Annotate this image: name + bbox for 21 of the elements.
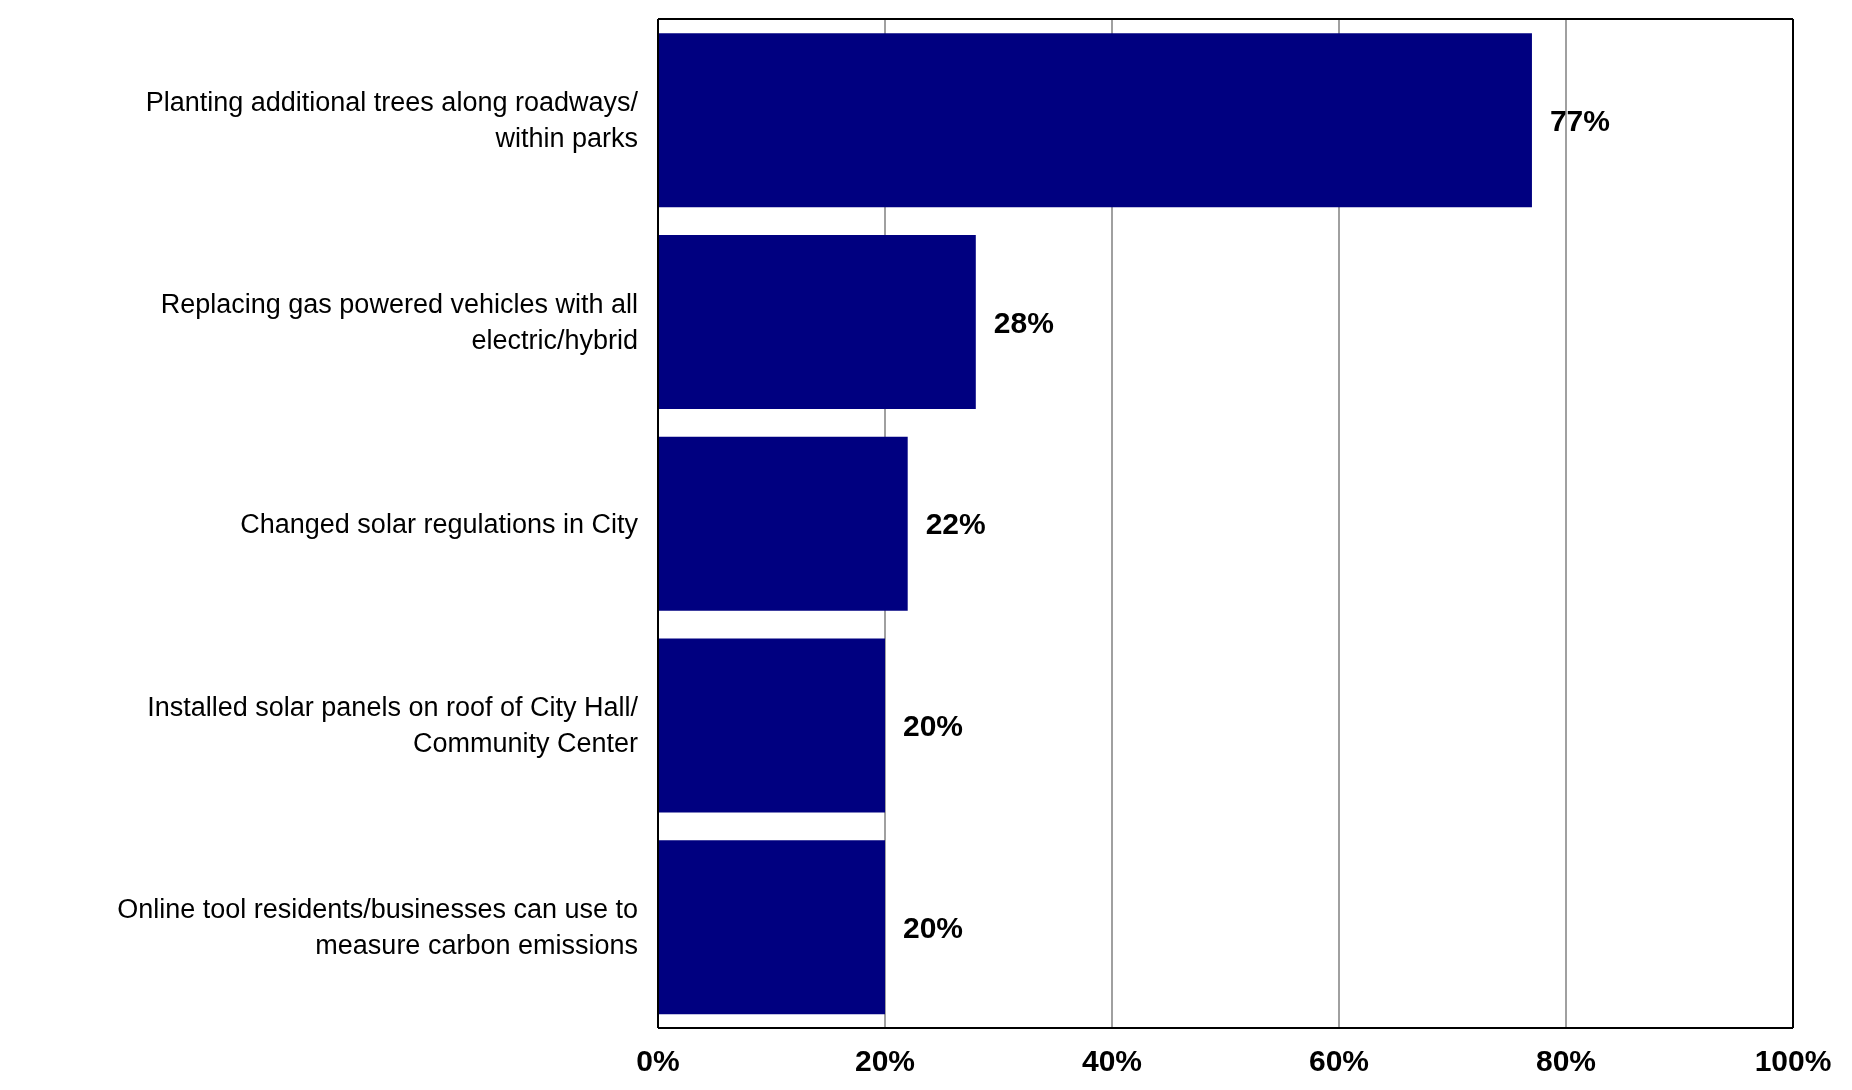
bar [658,638,885,813]
x-tick-label: 40% [1081,1044,1143,1078]
bar [658,436,908,611]
x-tick-label: 0% [636,1044,680,1078]
y-tick-label: Replacing gas powered vehicles with all electric/hybrid [160,288,638,355]
x-tick-label: 20% [854,1044,916,1078]
y-tick-label: Changed solar regulations in City [240,508,639,539]
data-label: 20% [903,709,964,743]
y-tick-label: Online tool residents/businesses can use to measure carbon emissions [117,894,638,961]
y-tick-label: Installed solar panels on roof of City Hall/ Community Center [147,692,639,759]
bar [658,840,885,1015]
data-label: 22% [925,507,986,541]
bar [658,33,1532,208]
bar [658,234,976,409]
data-label: 77% [1549,103,1610,137]
y-tick-label: Planting additional trees along roadways/ within parks [145,86,639,153]
x-tick-label: 100% [1754,1044,1832,1078]
data-label: 20% [903,910,964,944]
x-tick-label: 60% [1308,1044,1370,1078]
data-label: 28% [993,305,1054,339]
x-tick-label: 80% [1535,1044,1597,1078]
